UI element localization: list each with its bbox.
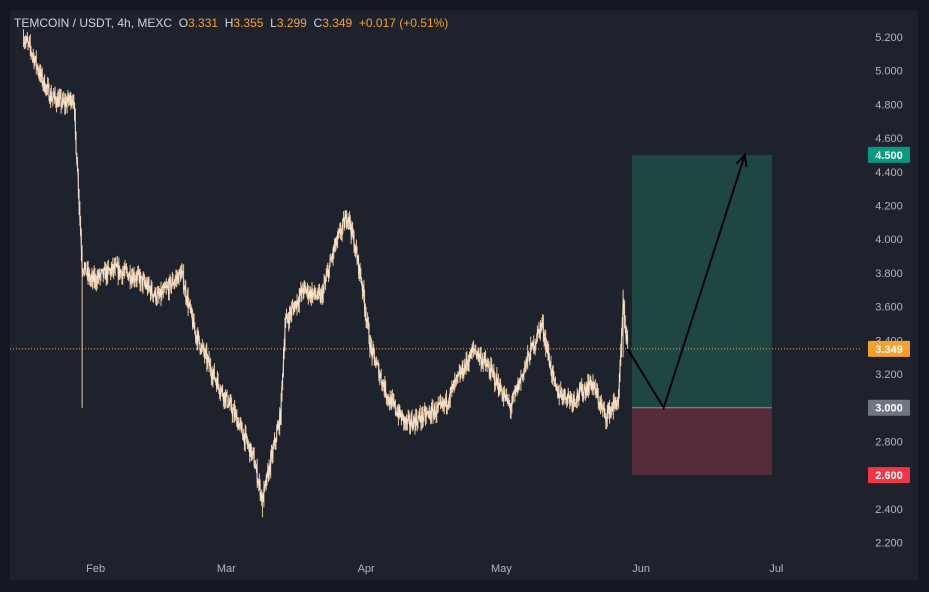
symbol-title: TEMCOIN / USDT, 4h, MEXC: [14, 16, 173, 30]
y-tick-label: 3.800: [875, 268, 903, 280]
profit-zone: [632, 154, 772, 408]
time-axis[interactable]: Feb Mar Apr May Jun Jul: [86, 563, 783, 575]
symbol-legend: TEMCOIN / USDT, 4h, MEXC O3.331 H3.355 L…: [14, 16, 448, 30]
y-tick-label: 4.600: [875, 133, 903, 145]
low-label: L: [270, 16, 277, 30]
chart-panel: [10, 10, 918, 580]
change-value: +0.017 (+0.51%): [358, 16, 449, 30]
y-tick-label: 5.200: [875, 32, 903, 44]
y-tick-label: 4.000: [875, 234, 903, 246]
close-label: C: [313, 16, 323, 30]
arrow-head: [735, 152, 748, 167]
x-tick-label: May: [491, 563, 512, 575]
x-tick-label: Jun: [632, 563, 650, 575]
y-tick-label: 2.200: [875, 538, 903, 550]
entry-price-badge: 3.000: [875, 403, 903, 415]
x-tick-label: Mar: [217, 563, 236, 575]
price-series: [23, 29, 629, 518]
projection-path: [626, 154, 746, 411]
position-zones: [10, 154, 862, 476]
x-tick-label: Apr: [358, 563, 375, 575]
high-value: 3.355: [233, 16, 264, 30]
open-value: 3.331: [188, 16, 219, 30]
projection-arrow: [626, 152, 748, 411]
price-badges: 4.500 3.349 3.000 2.600: [868, 146, 910, 484]
y-tick-label: 3.200: [875, 369, 903, 381]
x-tick-label: Feb: [86, 563, 105, 575]
current-price-badge: 3.349: [875, 344, 903, 356]
open-label: O: [178, 16, 189, 30]
price-line: [23, 36, 628, 502]
y-tick-label: 2.800: [875, 436, 903, 448]
y-tick-label: 4.400: [875, 167, 903, 179]
high-label: H: [224, 16, 234, 30]
y-tick-label: 3.600: [875, 302, 903, 314]
current-price-badge-bg: [868, 340, 910, 357]
x-tick-label: Jul: [769, 563, 783, 575]
y-tick-label: 2.400: [875, 504, 903, 516]
entry-price-badge-bg: [868, 399, 910, 416]
close-value: 3.349: [322, 16, 353, 30]
low-value: 3.299: [276, 16, 307, 30]
stop-price-badge-bg: [868, 467, 910, 484]
target-price-badge-bg: [868, 146, 910, 163]
stop-price-badge: 2.600: [875, 470, 903, 482]
y-tick-label: 4.800: [875, 99, 903, 111]
y-tick-label: 4.200: [875, 200, 903, 212]
y-tick-label: 5.000: [875, 66, 903, 78]
target-price-badge: 4.500: [875, 150, 903, 162]
loss-zone: [632, 407, 772, 476]
